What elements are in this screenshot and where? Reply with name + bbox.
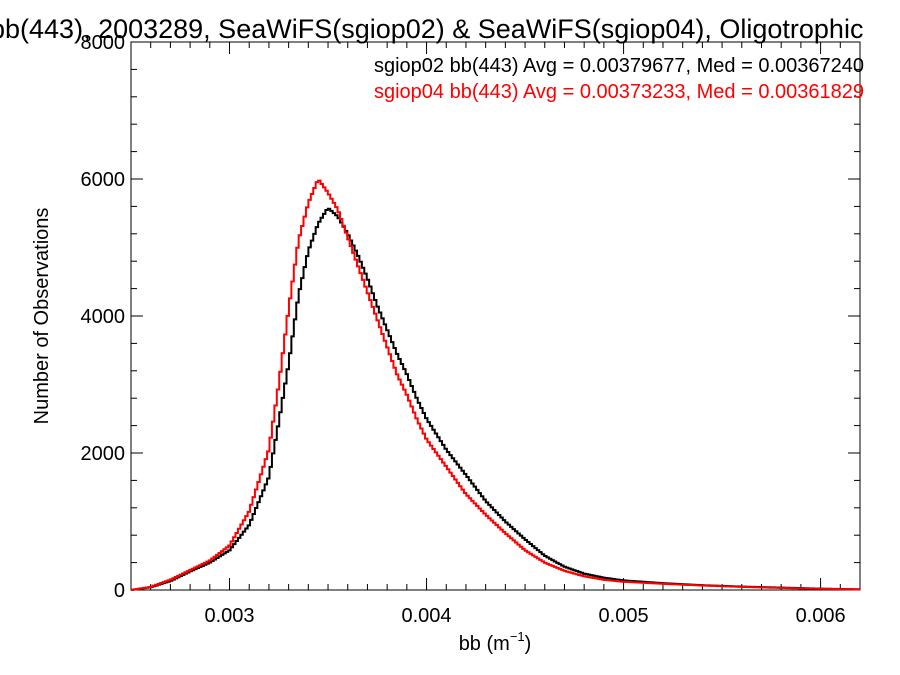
x-axis-title-base: bb (m: [459, 633, 510, 655]
x-axis-ticks: 0.003 0.004 0.005 0.006: [130, 42, 861, 627]
series-lines: [131, 179, 860, 591]
chart-title: bb(443), 2003289, SeaWiFS(sgiop02) & Sea…: [0, 14, 863, 44]
x-axis-title-end: ): [525, 633, 532, 655]
x-tick-label: 0.004: [402, 605, 452, 627]
y-axis-ticks: 0 2000 4000 6000 8000: [81, 32, 860, 602]
series-line-sgiop04: [131, 179, 860, 591]
y-tick-label: 8000: [81, 32, 126, 54]
legend-entry-sgiop02: sgiop02 bb(443) Avg = 0.00379677, Med = …: [374, 55, 864, 77]
y-axis-title: Number of Observations: [31, 208, 53, 425]
x-tick-label: 0.003: [204, 605, 254, 627]
x-tick-label: 0.006: [796, 605, 846, 627]
series-line-sgiop02: [131, 207, 860, 591]
legend-entry-sgiop04: sgiop04 bb(443) Avg = 0.00373233, Med = …: [374, 81, 864, 103]
x-tick-label: 0.005: [599, 605, 649, 627]
y-tick-label: 4000: [81, 306, 126, 328]
plot-frame: [130, 41, 861, 591]
x-axis-title: bb (m−1): [459, 629, 532, 655]
x-axis-title-sup: −1: [510, 629, 525, 644]
y-tick-label: 0: [114, 580, 125, 602]
y-tick-label: 2000: [81, 443, 126, 465]
y-tick-label: 6000: [81, 169, 126, 191]
